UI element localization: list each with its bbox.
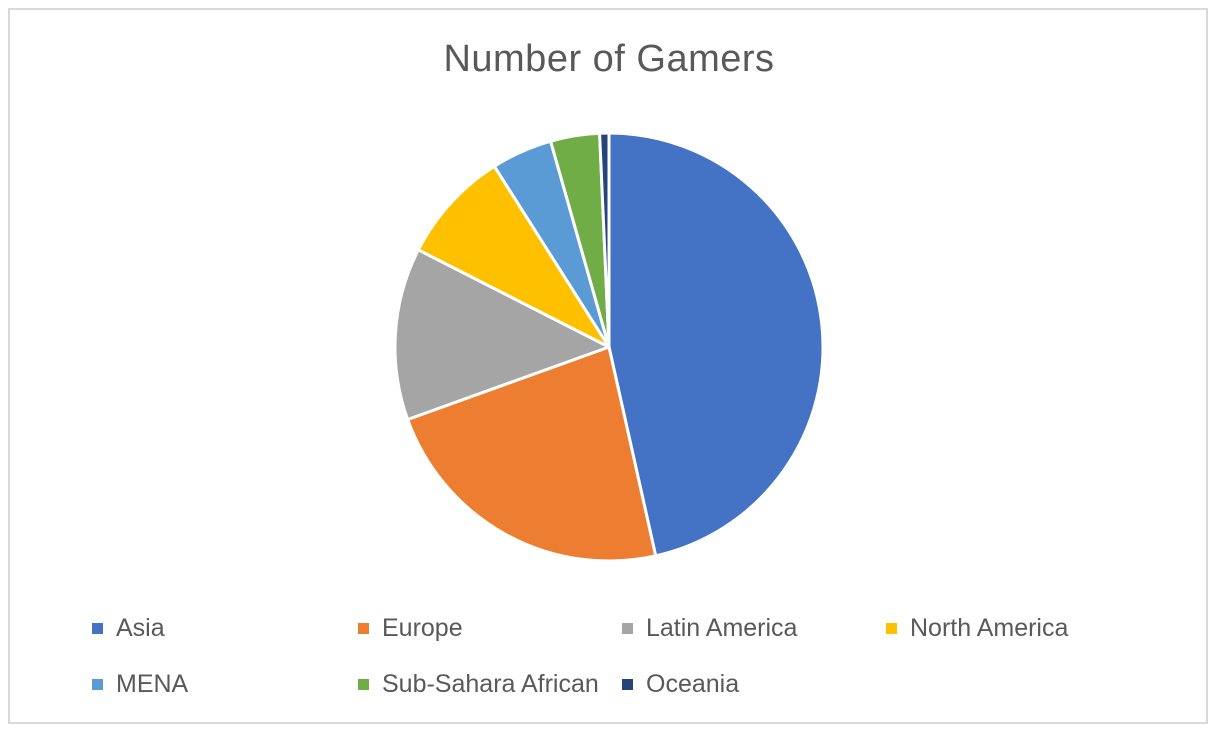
legend-item-north-america: North America (886, 613, 1068, 643)
pie-slices (393, 131, 825, 563)
legend-swatch-north-america (886, 622, 897, 634)
legend-swatch-oceania (622, 678, 633, 690)
legend-label: North America (910, 613, 1069, 642)
legend-swatch-europe (358, 622, 369, 634)
legend-item-europe: Europe (358, 613, 463, 643)
legend-item-sub-sahara-african: Sub-Sahara African (358, 669, 599, 699)
legend-item-asia: Asia (92, 613, 165, 643)
legend-swatch-latin-america (622, 622, 633, 634)
legend-swatch-sub-sahara-african (358, 678, 369, 690)
legend-item-mena: MENA (92, 669, 188, 699)
legend-item-latin-america: Latin America (622, 613, 797, 643)
pie-slice-oceania (598, 131, 611, 349)
legend-label: Oceania (646, 669, 740, 698)
legend-label: Europe (382, 613, 463, 642)
legend-label: Sub-Sahara African (382, 669, 599, 698)
legend-label: Latin America (646, 613, 798, 642)
pie-slice-latin-america (393, 248, 611, 421)
legend-item-oceania: Oceania (622, 669, 739, 699)
legend-label: Asia (116, 613, 165, 642)
legend-swatch-mena (92, 678, 103, 690)
legend-swatch-asia (92, 622, 103, 634)
pie-slice-north-america (416, 164, 611, 349)
pie-slice-asia (607, 131, 825, 558)
pie-slice-europe (406, 345, 658, 563)
legend-label: MENA (116, 669, 189, 698)
chart-title: Number of Gamers (443, 38, 775, 80)
